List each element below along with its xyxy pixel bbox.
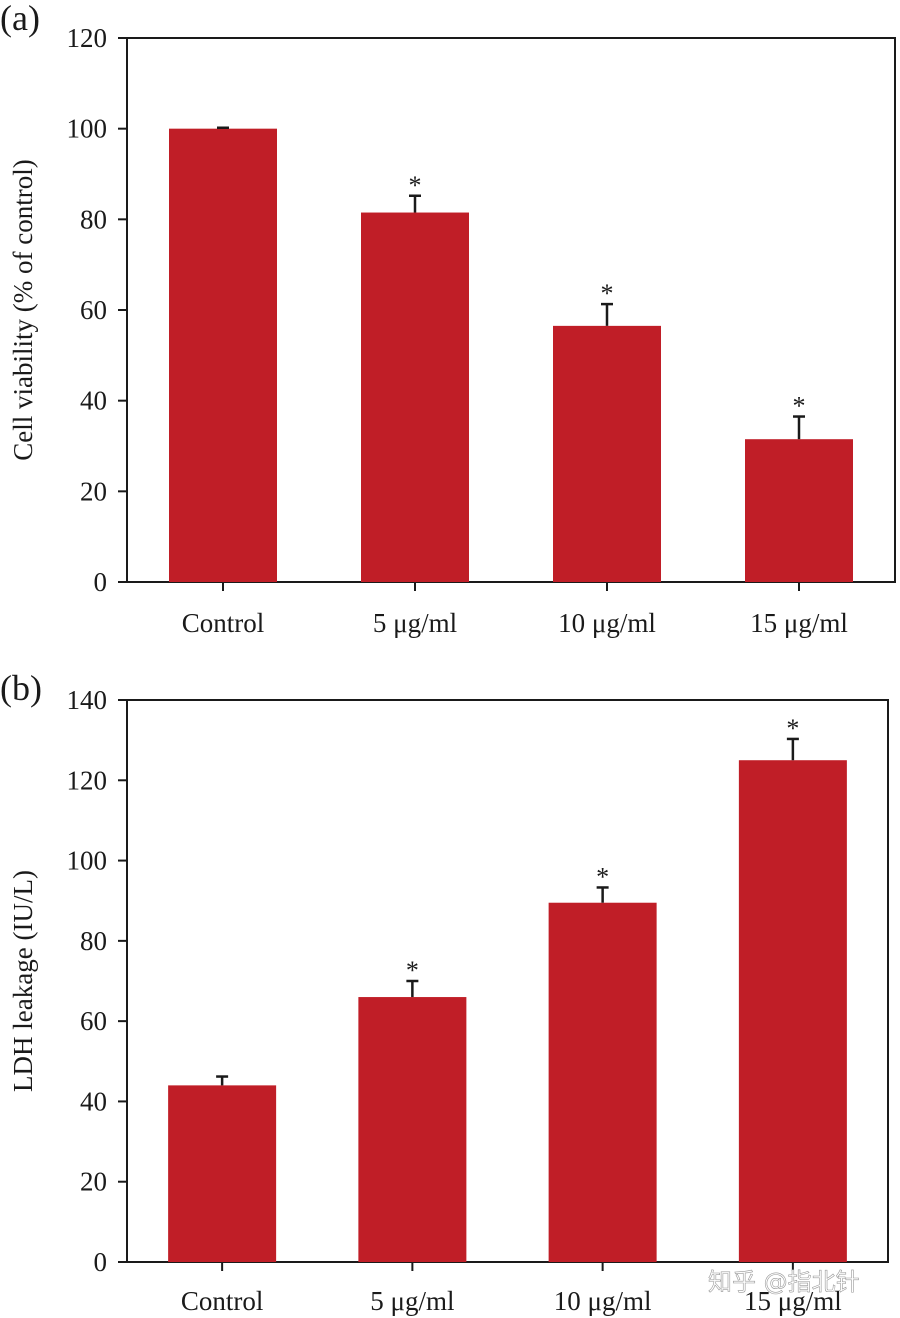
x-tick-label: 5 μg/ml	[370, 1286, 454, 1316]
y-tick-label: 120	[67, 765, 108, 795]
panel-b-chart: 0 20 40 60 80 100 120 140 LDH leakage (IU/L) (b) C…	[0, 668, 889, 1316]
x-tick-label: 10 μg/ml	[554, 1286, 652, 1316]
x-tick-label: 15 μg/ml	[744, 1286, 842, 1316]
bar	[168, 1085, 277, 1262]
y-axis-label: Cell viability (% of control)	[8, 159, 38, 460]
significance-marker: *	[409, 171, 422, 200]
bar	[361, 212, 469, 583]
watermark-text: 知乎 @指北针	[708, 1268, 860, 1296]
significance-marker: *	[596, 862, 609, 891]
y-tick-label: 20	[80, 476, 107, 506]
bar	[358, 997, 467, 1262]
significance-marker: *	[406, 956, 419, 985]
x-tick-label: 10 μg/ml	[558, 608, 656, 638]
panel-a-chart: 0 20 40 60 80 100 120 Cell viability (% of cont…	[0, 0, 896, 638]
y-tick-label: 80	[80, 204, 107, 234]
y-tick-label: 0	[94, 1247, 108, 1277]
y-tick-label: 60	[80, 1006, 107, 1036]
x-tick-label: Control	[182, 608, 265, 638]
y-tick-label: 120	[67, 23, 108, 53]
y-tick-label: 100	[67, 846, 108, 876]
panel-label: (b)	[0, 668, 42, 708]
y-tick-label: 60	[80, 295, 107, 325]
x-tick-label: Control	[181, 1286, 264, 1316]
bar	[745, 439, 853, 582]
y-tick-label: 140	[67, 685, 108, 715]
y-tick-label: 40	[80, 386, 107, 416]
x-tick-label: 15 μg/ml	[750, 608, 848, 638]
bar	[169, 128, 277, 582]
y-tick-label: 80	[80, 926, 107, 956]
y-axis-label: LDH leakage (IU/L)	[8, 870, 38, 1092]
bar	[548, 902, 657, 1262]
y-tick-label: 40	[80, 1086, 107, 1116]
x-tick-label: 5 μg/ml	[373, 608, 457, 638]
bar	[738, 760, 847, 1262]
panel-label: (a)	[0, 0, 40, 38]
bar	[553, 325, 661, 582]
y-tick-label: 20	[80, 1167, 107, 1197]
significance-marker: *	[601, 279, 614, 308]
significance-marker: *	[786, 714, 799, 743]
plot-frame	[126, 699, 889, 1263]
y-tick-label: 0	[94, 567, 108, 597]
y-tick-label: 100	[67, 114, 108, 144]
significance-marker: *	[793, 392, 806, 421]
